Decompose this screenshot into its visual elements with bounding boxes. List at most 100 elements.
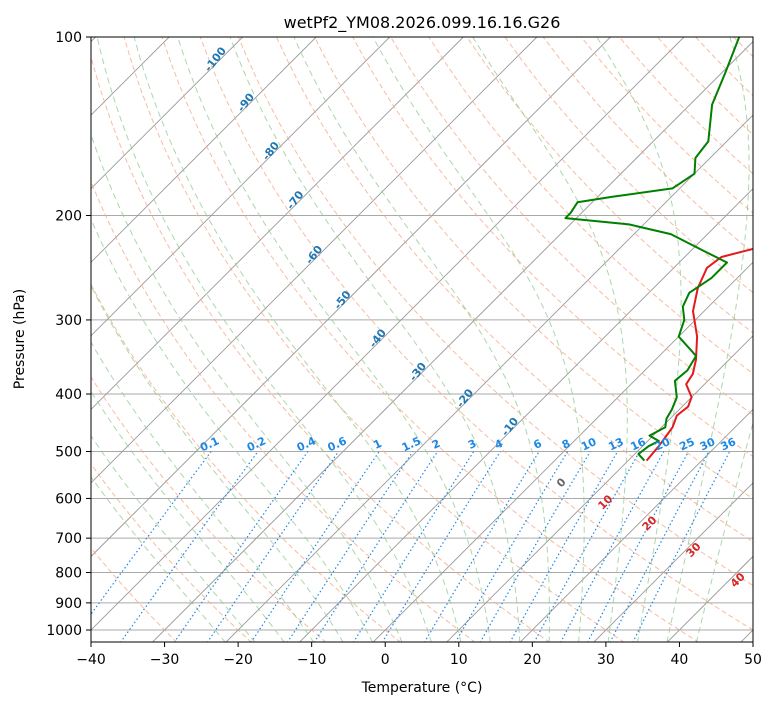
chart-title: wetPf2_YM08.2026.099.16.16.G26 bbox=[284, 13, 561, 33]
mixing-ratio-line bbox=[206, 451, 340, 642]
dry-adiabat bbox=[123, 37, 625, 642]
dry-adiabat bbox=[91, 376, 327, 642]
x-tick-label: 10 bbox=[450, 652, 468, 668]
isotherm-20 bbox=[519, 408, 753, 642]
mixing-ratio-label: 10 bbox=[579, 435, 599, 453]
temperature-profile bbox=[645, 247, 753, 462]
dry-adiabat bbox=[466, 37, 753, 334]
mixing-ratio-line bbox=[352, 451, 475, 642]
moist-adiabat bbox=[177, 37, 491, 642]
mixing-ratio-label: 13 bbox=[606, 435, 625, 453]
dry-adiabat bbox=[91, 54, 551, 642]
y-tick-label: 700 bbox=[55, 531, 82, 547]
dry-adiabat bbox=[237, 37, 753, 587]
moist-adiabat bbox=[91, 218, 373, 642]
dry-adiabat bbox=[91, 547, 178, 642]
x-tick-label: 0 bbox=[381, 652, 390, 668]
sounding-profiles bbox=[564, 37, 753, 462]
y-tick-label: 1000 bbox=[46, 623, 82, 639]
x-tick-label: −20 bbox=[223, 652, 253, 668]
dry-adiabat bbox=[91, 283, 401, 642]
mixing-ratio-line bbox=[509, 451, 619, 642]
moist-adiabat bbox=[91, 341, 315, 642]
mixing-ratio-line bbox=[250, 451, 380, 642]
mixing-ratio-line bbox=[120, 451, 259, 642]
y-tick-label: 900 bbox=[55, 596, 82, 612]
dry-adiabat bbox=[161, 37, 700, 642]
moist-adiabat bbox=[695, 421, 753, 642]
y-tick-label: 100 bbox=[55, 30, 82, 46]
x-axis-ticks: −40 −30 −20 −10 0 10 20 30 40 50 bbox=[76, 642, 762, 668]
isotherm--50 bbox=[91, 37, 611, 558]
plot-frame bbox=[90, 36, 754, 643]
x-tick-label: −40 bbox=[76, 652, 106, 668]
moist-adiabat bbox=[91, 133, 403, 642]
moist-adiabat bbox=[91, 284, 344, 642]
dry-adiabat bbox=[390, 37, 753, 416]
mixing-ratio-line bbox=[560, 451, 665, 642]
moist-adiabat bbox=[596, 37, 682, 642]
dry-adiabat bbox=[91, 180, 476, 642]
y-tick-label: 600 bbox=[55, 491, 82, 507]
isotherm--90 bbox=[91, 37, 317, 263]
mixing-ratio-line bbox=[381, 451, 501, 642]
moist-adiabat bbox=[91, 390, 285, 642]
moist-adiabat bbox=[96, 37, 432, 642]
moist-adiabat bbox=[229, 37, 521, 642]
y-tick-label: 500 bbox=[55, 444, 82, 460]
isotherm--40 bbox=[91, 37, 685, 631]
y-axis-title: Pressure (hPa) bbox=[12, 289, 28, 389]
mixing-ratio-line bbox=[423, 451, 540, 642]
mixing-ratio-line bbox=[173, 451, 309, 642]
isotherm-10 bbox=[446, 335, 753, 642]
isotherm--30 bbox=[151, 40, 753, 642]
dry-adiabats bbox=[91, 37, 753, 642]
dewpoint-profile bbox=[564, 37, 741, 462]
mixing-ratio-label: 16 bbox=[628, 435, 648, 453]
y-tick-label: 300 bbox=[55, 313, 82, 329]
isotherm--100 bbox=[91, 37, 243, 190]
isotherm-0 bbox=[372, 261, 753, 642]
isotherm-30 bbox=[593, 482, 753, 642]
isotherm--20 bbox=[225, 114, 753, 642]
x-tick-label: 40 bbox=[671, 652, 689, 668]
dry-adiabat bbox=[504, 37, 753, 294]
mixing-ratio-line bbox=[313, 451, 439, 642]
mixing-ratio-label: 20 bbox=[653, 435, 673, 453]
mixing-ratio-label: 30 bbox=[698, 435, 718, 453]
isotherm-gridlines bbox=[91, 37, 753, 642]
y-tick-label: 200 bbox=[55, 209, 82, 225]
y-tick-label: 800 bbox=[55, 566, 82, 582]
isotherm--60 bbox=[91, 37, 538, 484]
moist-adiabat bbox=[91, 476, 226, 642]
mixing-ratio-line bbox=[533, 451, 641, 642]
x-tick-label: 30 bbox=[597, 652, 615, 668]
moist-adiabat bbox=[91, 435, 256, 642]
moist-adiabat bbox=[666, 37, 750, 642]
mixing-ratio-label: 36 bbox=[719, 435, 739, 453]
isotherm--70 bbox=[91, 37, 464, 410]
x-tick-label: 20 bbox=[523, 652, 541, 668]
mixing-ratio-lines bbox=[91, 451, 731, 642]
dry-adiabat bbox=[91, 463, 252, 642]
moist-adiabat bbox=[293, 37, 550, 642]
mixing-ratio-line bbox=[91, 451, 212, 616]
mixing-ratio-line bbox=[632, 451, 731, 642]
x-tick-label: −10 bbox=[297, 652, 327, 668]
moist-adiabat bbox=[372, 37, 585, 642]
moist-adiabat bbox=[133, 37, 462, 642]
mixing-ratio-label: 25 bbox=[677, 435, 696, 453]
mixing-ratio-line bbox=[587, 451, 690, 642]
moist-adiabats bbox=[91, 37, 753, 642]
y-axis-ticks: 1000 900 800 700 600 500 400 300 200 100 bbox=[46, 30, 91, 639]
x-axis-title: Temperature (°C) bbox=[361, 680, 483, 696]
isotherm--80 bbox=[91, 37, 391, 337]
y-tick-label: 400 bbox=[55, 387, 82, 403]
mixing-ratio-line bbox=[287, 451, 414, 642]
dry-adiabat bbox=[199, 37, 753, 631]
moist-adiabat bbox=[472, 37, 628, 642]
x-tick-label: 50 bbox=[744, 652, 762, 668]
x-tick-label: −30 bbox=[150, 652, 180, 668]
